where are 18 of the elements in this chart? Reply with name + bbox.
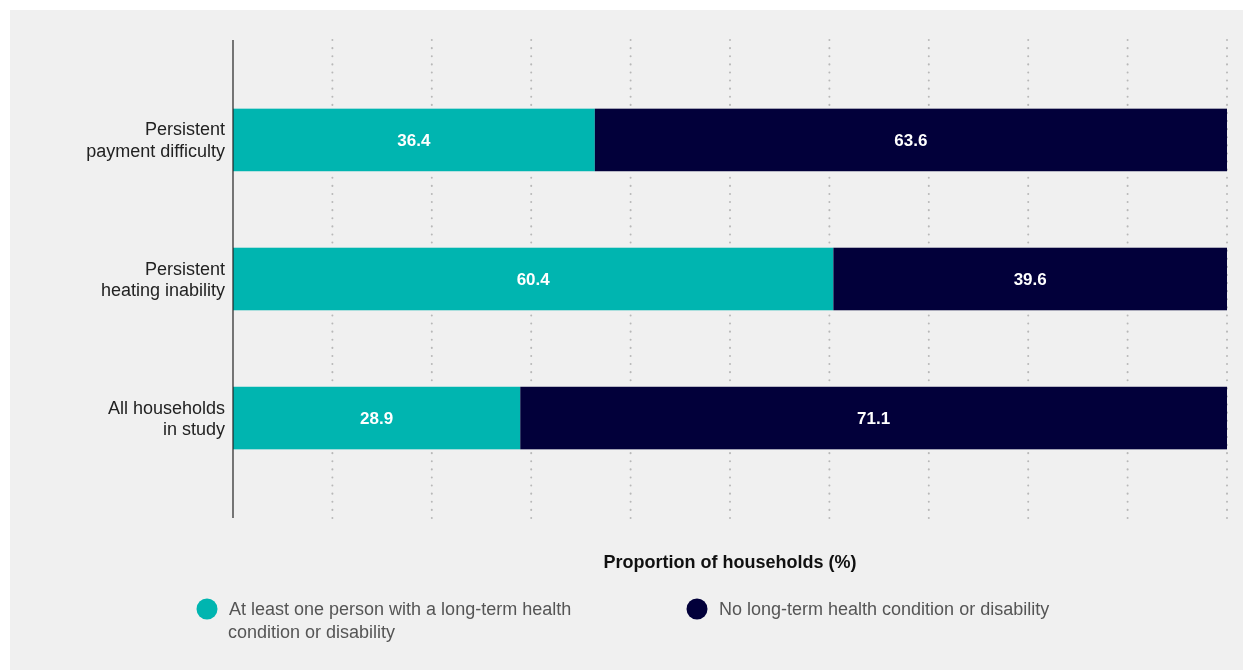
bar bbox=[233, 386, 521, 450]
data-label: 28.9 bbox=[360, 409, 394, 428]
data-label: 71.1 bbox=[857, 409, 891, 428]
bar bbox=[594, 108, 1227, 172]
data-label: 39.6 bbox=[1013, 269, 1047, 289]
legend-label: No long-term health condition or disability bbox=[719, 599, 1050, 619]
y-tick-label: Persistent heating inability bbox=[100, 258, 225, 301]
bar bbox=[833, 247, 1227, 311]
data-label: 60.4 bbox=[516, 269, 551, 289]
data-label: 63.6 bbox=[894, 130, 928, 150]
legend-label: At least one person with a long-term health condition or disability bbox=[228, 599, 572, 643]
y-tick-label: Persistent payment difficulty bbox=[86, 119, 225, 162]
data-label: 36.4 bbox=[397, 130, 431, 150]
bar bbox=[233, 108, 595, 172]
y-tick-label: All households in study bbox=[107, 397, 225, 440]
bar bbox=[233, 247, 834, 311]
x-axis-title: Proportion of households (%) bbox=[603, 552, 857, 572]
bar bbox=[520, 386, 1227, 450]
